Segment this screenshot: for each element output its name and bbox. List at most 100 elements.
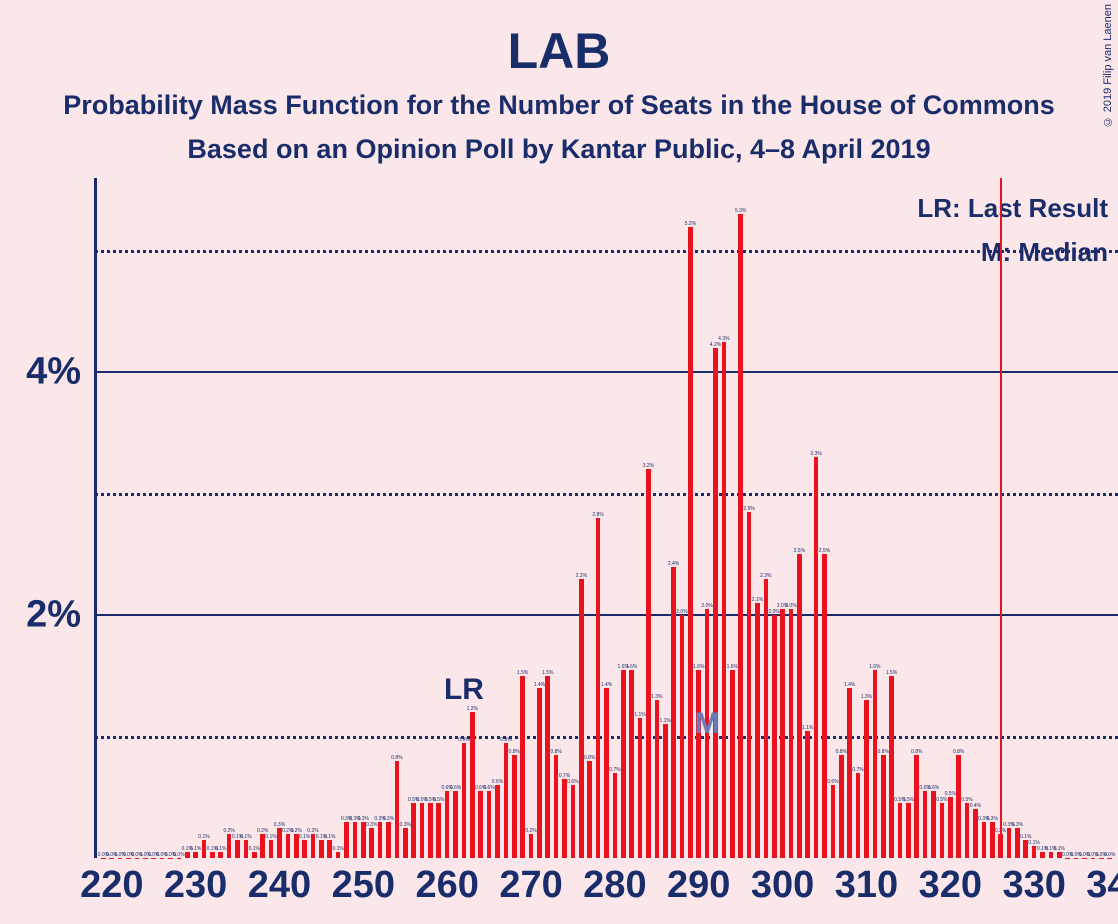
bar-value-label: 0.3% <box>400 822 411 828</box>
bar-value-label: 0.6% <box>483 785 494 791</box>
bar: 2.0% <box>789 609 794 858</box>
bar: 0.0% <box>160 858 165 859</box>
x-axis-label: 240 <box>248 858 311 907</box>
bar-value-label: 2.5% <box>794 548 805 554</box>
bar: 0.1% <box>1049 852 1054 858</box>
bar: 1.6% <box>696 670 701 858</box>
bar: 0.5% <box>940 803 945 858</box>
bar: 0.3% <box>277 828 282 858</box>
bar-value-label: 0.2% <box>525 828 536 834</box>
bar-value-label: 0.6% <box>492 779 503 785</box>
bar-value-label: 2.0% <box>768 609 779 615</box>
bar-value-label: 0.5% <box>433 797 444 803</box>
bar-value-label: 1.3% <box>861 694 872 700</box>
chart-title: LAB <box>0 22 1118 80</box>
bar-value-label: 0.6% <box>450 785 461 791</box>
gridline-minor <box>95 250 1118 253</box>
bar-value-label: 0.1% <box>299 834 310 840</box>
bar-value-label: 0.6% <box>567 779 578 785</box>
bar: 1.3% <box>655 700 660 858</box>
bar: 0.1% <box>185 852 190 858</box>
bar-value-label: 1.4% <box>844 682 855 688</box>
bar: 5.3% <box>738 214 743 858</box>
bar: 2.3% <box>579 579 584 858</box>
x-axis-label: 280 <box>583 858 646 907</box>
bar-value-label: 1.6% <box>626 664 637 670</box>
bar: 1.1% <box>663 724 668 858</box>
x-axis-label: 230 <box>164 858 227 907</box>
bar: 0.6% <box>487 791 492 858</box>
bar-value-label: 0.1% <box>190 846 201 852</box>
marker-median: M <box>695 707 720 741</box>
bar: 0.3% <box>378 822 383 858</box>
bar-value-label: 1.6% <box>693 664 704 670</box>
bar: 4.3% <box>722 342 727 858</box>
bar: 0.1% <box>244 840 249 858</box>
bar: 1.5% <box>889 676 894 858</box>
bar: 2.5% <box>797 554 802 858</box>
bar: 0.7% <box>613 773 618 858</box>
bar: 1.6% <box>873 670 878 858</box>
bar-value-label: 1.5% <box>542 670 553 676</box>
bar-value-label: 0.1% <box>265 834 276 840</box>
bar: 1.6% <box>730 670 735 858</box>
bar-value-label: 0.6% <box>928 785 939 791</box>
bar: 0.0% <box>1082 858 1087 859</box>
bar-value-label: 1.1% <box>659 718 670 724</box>
bar-value-label: 0.5% <box>936 797 947 803</box>
bar: 0.0% <box>126 858 131 859</box>
bar-value-label: 0.9% <box>500 737 511 743</box>
bar: 1.4% <box>537 688 542 858</box>
bar: 3.3% <box>814 457 819 858</box>
bar: 0.1% <box>302 840 307 858</box>
bar-value-label: 0.8% <box>911 749 922 755</box>
bar: 0.3% <box>990 822 995 858</box>
bar: 0.1% <box>327 840 332 858</box>
bar-value-label: 0.1% <box>215 846 226 852</box>
bar: 1.4% <box>604 688 609 858</box>
bar: 2.0% <box>780 609 785 858</box>
bar: 0.6% <box>931 791 936 858</box>
bar-value-label: 0.0% <box>1104 852 1115 858</box>
bar: 0.2% <box>294 834 299 858</box>
bar: 0.0% <box>135 858 140 859</box>
legend-last-result: LR: Last Result <box>917 186 1108 230</box>
bar-value-label: 2.9% <box>743 506 754 512</box>
bar-value-label: 5.2% <box>685 221 696 227</box>
bar: 0.8% <box>881 755 886 858</box>
bar: 0.1% <box>1032 846 1037 858</box>
bar-value-label: 1.6% <box>727 664 738 670</box>
bar: 0.0% <box>109 858 114 859</box>
bar: 0.8% <box>512 755 517 858</box>
bar-value-label: 1.1% <box>634 712 645 718</box>
bar: 0.2% <box>311 834 316 858</box>
y-axis-label: 2% <box>26 594 95 637</box>
bar: 1.6% <box>629 670 634 858</box>
bar: 0.3% <box>361 822 366 858</box>
x-axis-label: 310 <box>835 858 898 907</box>
bar: 0.5% <box>411 803 416 858</box>
x-axis-label: 270 <box>499 858 562 907</box>
bar: 0.0% <box>1099 858 1104 859</box>
bar-value-label: 1.6% <box>869 664 880 670</box>
bar-value-label: 0.5% <box>945 791 956 797</box>
bar: 0.1% <box>202 840 207 858</box>
bar: 0.1% <box>1040 852 1045 858</box>
bar-value-label: 0.6% <box>827 779 838 785</box>
bar: 0.1% <box>235 840 240 858</box>
bar: 0.0% <box>118 858 123 859</box>
bar: 0.1% <box>1057 852 1062 858</box>
bar-value-label: 0.1% <box>240 834 251 840</box>
chart-plot-area: LR: Last Result M: Median 2%4%2202302402… <box>95 178 1118 858</box>
x-axis-label: 340 <box>1086 858 1118 907</box>
bar: 0.0% <box>168 858 173 859</box>
bar: 0.1% <box>252 852 257 858</box>
bar-value-label: 2.0% <box>676 609 687 615</box>
bar: 0.0% <box>1074 858 1079 859</box>
bar: 0.1% <box>1023 840 1028 858</box>
bar: 0.3% <box>344 822 349 858</box>
bar: 1.5% <box>545 676 550 858</box>
bar: 0.0% <box>1065 858 1070 859</box>
marker-last-result: LR <box>444 673 484 707</box>
bar: 1.5% <box>520 676 525 858</box>
